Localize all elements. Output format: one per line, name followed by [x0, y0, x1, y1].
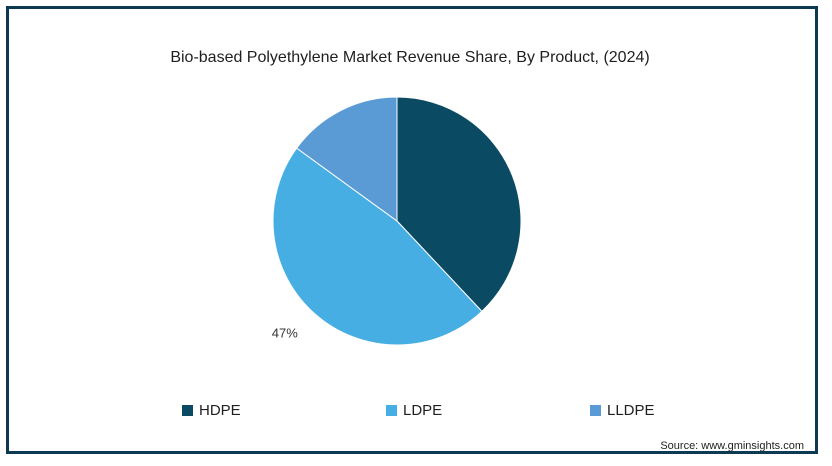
legend-swatch-lldpe	[590, 405, 601, 416]
pie-slice-hdpe	[396, 96, 522, 313]
data-label-ldpe: 47%	[272, 326, 298, 341]
pie-slice-ldpe	[272, 147, 483, 346]
legend-item-ldpe: LDPE	[386, 402, 442, 419]
legend-label-ldpe: LDPE	[403, 402, 443, 419]
pie-labels: 47%	[272, 326, 298, 341]
legend-item-lldpe: LLDPE	[590, 402, 655, 419]
chart-title: Bio-based Polyethylene Market Revenue Sh…	[170, 49, 650, 66]
legend-label-hdpe: HDPE	[199, 402, 241, 419]
legend-item-hdpe: HDPE	[182, 402, 241, 419]
source-note: Source: www.gminsights.com	[660, 440, 804, 452]
pie-slices	[272, 96, 522, 346]
legend-swatch-ldpe	[386, 405, 397, 416]
pie-slice-lldpe	[295, 96, 398, 222]
legend-label-lldpe: LLDPE	[607, 402, 655, 419]
legend-swatch-hdpe	[182, 405, 193, 416]
